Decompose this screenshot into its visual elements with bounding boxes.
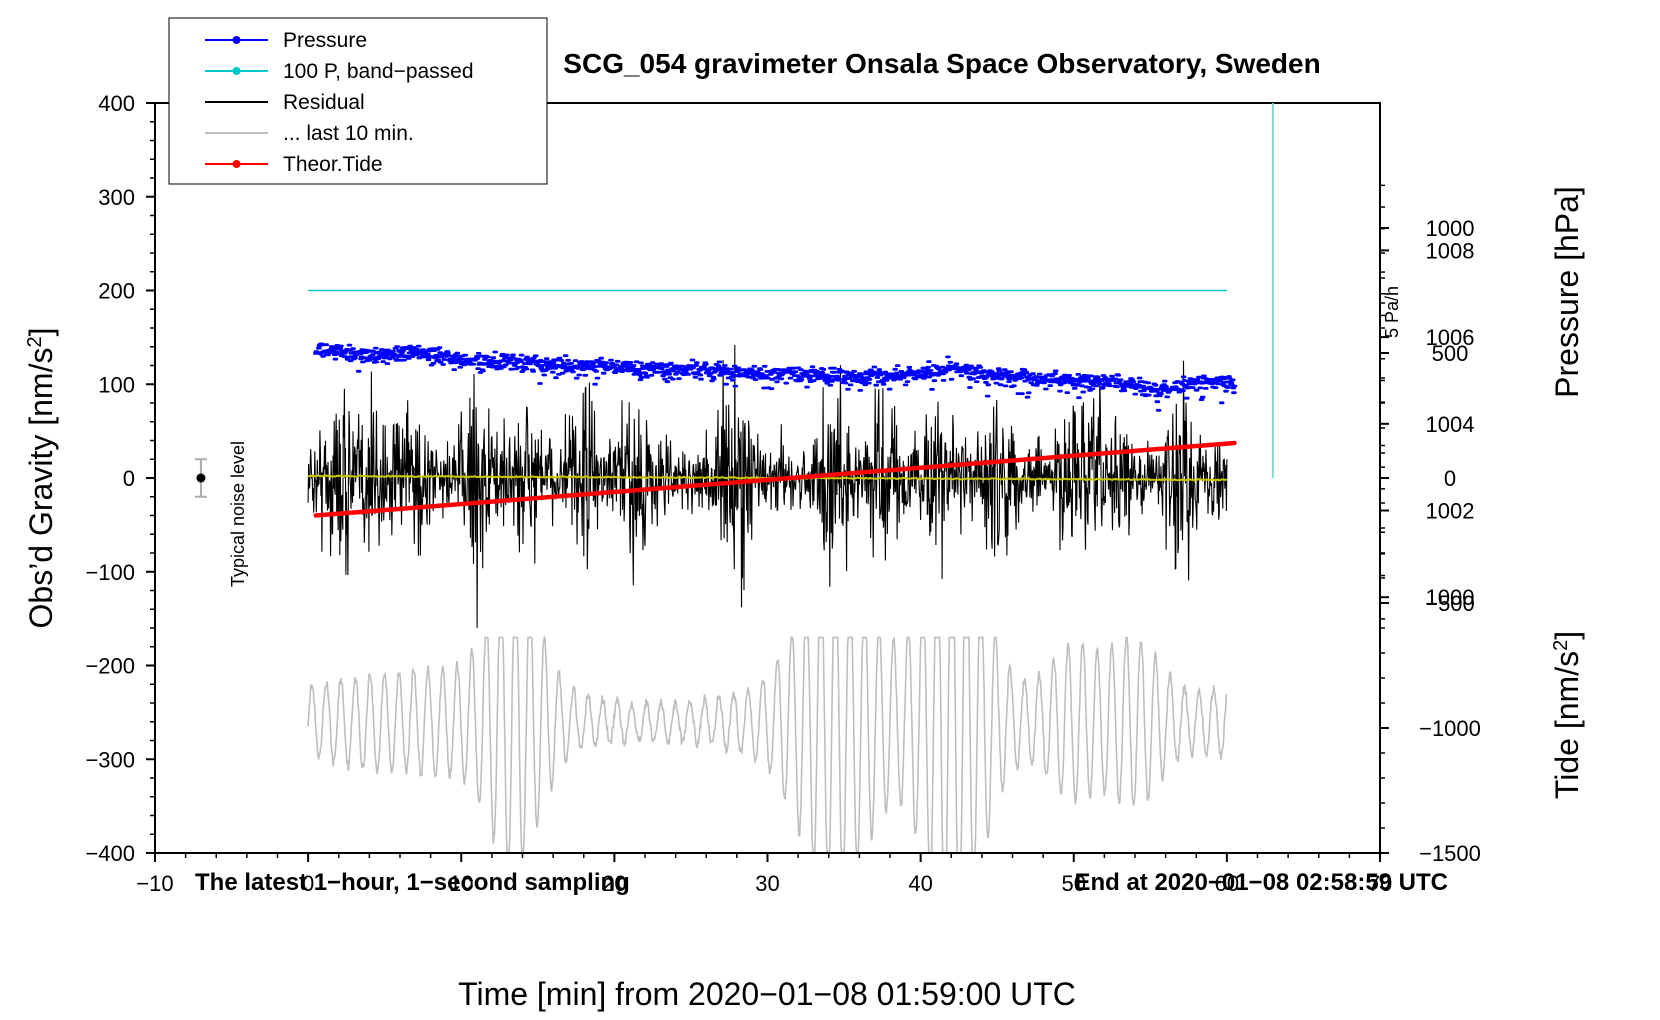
legend-marker xyxy=(232,67,241,75)
axis-ticks: −10 0 10 20 30 40 50 60 704003002001000−100−200−… xyxy=(85,91,1480,896)
y-axis-title: Obs’d Gravity [nm/s2] xyxy=(23,328,59,629)
legend-label: ... last 10 min. xyxy=(283,122,414,145)
x-axis-title: Time [min] from 2020−01−08 01:59:00 UTC xyxy=(458,976,1076,1012)
legend-marker xyxy=(232,36,241,44)
pressure-axis-title: Pressure [hPa] xyxy=(1549,186,1585,398)
y-tick-label: 200 xyxy=(98,279,135,304)
chart-title: SCG_054 gravimeter Onsala Space Observat… xyxy=(563,48,1320,79)
footer-left-label: The latest 1−hour, 1−second sampling xyxy=(195,869,630,896)
legend-label: Pressure xyxy=(283,29,367,52)
residual-series xyxy=(307,344,1228,629)
pressure-tick-label: 1006 xyxy=(1426,325,1475,350)
pressure-tick-label: 1002 xyxy=(1426,499,1475,524)
tide-tick-label: 500 xyxy=(1432,341,1469,366)
tide-axis-title: Tide [nm/s2] xyxy=(1549,631,1585,799)
x-tick-label: 0 xyxy=(302,871,314,896)
y-tick-label: −300 xyxy=(85,747,135,772)
annotations: Typical noise level 5 Pa/h xyxy=(194,103,1402,587)
pressure-tick-label: 1000 xyxy=(1426,585,1475,610)
x-tick-label: 30 xyxy=(755,871,779,896)
rate-label: 5 Pa/h xyxy=(1382,286,1402,338)
tide-tick-label: −1500 xyxy=(1419,841,1481,866)
pressure-series xyxy=(313,342,1238,412)
tide-tick-label: −500 xyxy=(1425,591,1475,616)
footer-right-label: End at 2020−01−08 02:58:59 UTC xyxy=(1074,869,1448,896)
y-tick-label: −400 xyxy=(85,841,135,866)
legend-label: Residual xyxy=(283,91,365,114)
y-tick-label: 0 xyxy=(123,466,135,491)
x-tick-label: 60 xyxy=(1215,871,1239,896)
x-tick-label: 50 xyxy=(1062,871,1086,896)
x-tick-label: 10 xyxy=(449,871,473,896)
noise-level-label: Typical noise level xyxy=(228,441,248,587)
pressure-tick-label: 1004 xyxy=(1426,412,1475,437)
tide-tick-label: −1000 xyxy=(1419,716,1481,741)
pressure-tick-label: 1008 xyxy=(1426,238,1475,263)
y-tick-label: −100 xyxy=(85,560,135,585)
x-tick-label: 20 xyxy=(602,871,626,896)
noise-bar-dot xyxy=(196,473,206,483)
tide-tick-label: 0 xyxy=(1444,466,1456,491)
series-marks xyxy=(307,289,1238,518)
last-10-min-series xyxy=(307,635,1228,854)
legend-marker xyxy=(232,160,241,168)
residual-line xyxy=(307,344,1228,629)
legend-label: Theor.Tide xyxy=(283,153,383,176)
x-tick-label: −10 xyxy=(136,871,173,896)
x-tick-label: 40 xyxy=(908,871,932,896)
legend-label: 100 P, band−passed xyxy=(283,60,474,83)
y-tick-label: 100 xyxy=(98,372,135,397)
legend: Pressure 100 P, band−passed Residual ... la… xyxy=(168,17,548,185)
tide-tick-label: 1000 xyxy=(1426,216,1475,241)
y-tick-label: −200 xyxy=(85,654,135,679)
last-10-min-line xyxy=(307,635,1228,854)
y-tick-label: 400 xyxy=(98,91,135,116)
theoretical-tide-line xyxy=(313,440,1237,518)
x-tick-label: 70 xyxy=(1368,871,1392,896)
y-tick-label: 300 xyxy=(98,185,135,210)
